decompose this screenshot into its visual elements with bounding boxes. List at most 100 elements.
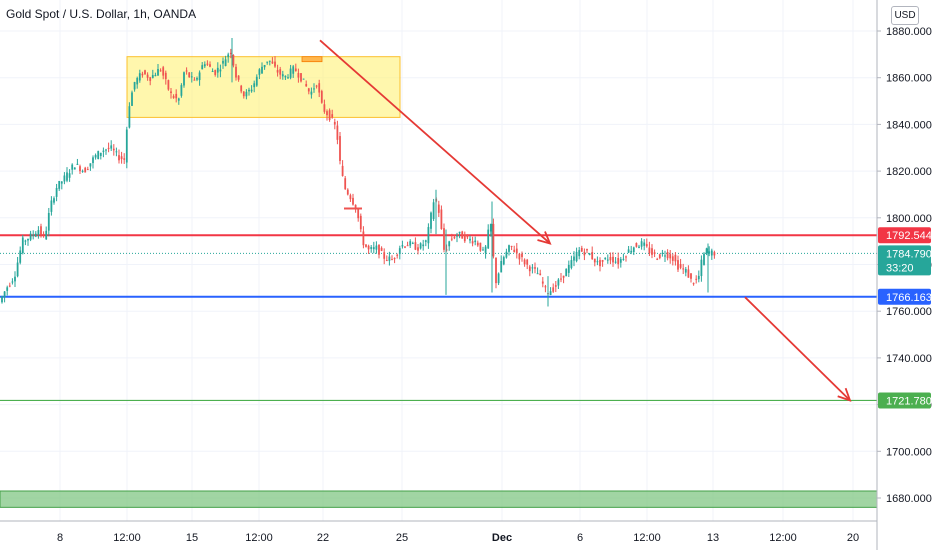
candle (705, 248, 708, 254)
candle (357, 208, 360, 219)
candle (687, 269, 690, 278)
candle (669, 254, 672, 259)
candle (541, 281, 544, 284)
candle (500, 260, 503, 273)
candle (557, 279, 560, 286)
chart-title: Gold Spot / U.S. Dollar, 1h, OANDA (6, 7, 197, 21)
candle (632, 247, 635, 252)
candle (409, 241, 412, 246)
candle (692, 283, 695, 285)
candles-layer (1, 38, 716, 307)
candle (380, 247, 383, 251)
candle (89, 163, 92, 167)
last-price-tag-bg (878, 245, 931, 276)
candle (539, 273, 542, 276)
candle (710, 250, 713, 256)
candle (45, 230, 48, 240)
candle (560, 278, 562, 280)
candle (32, 234, 35, 236)
candle (235, 66, 237, 78)
trend-arrow-2-head (837, 387, 852, 402)
candle (528, 266, 531, 272)
candle (118, 155, 120, 161)
candle (424, 240, 427, 242)
candle (266, 61, 269, 63)
candle (185, 70, 188, 72)
candle (552, 287, 555, 292)
candle (513, 249, 516, 252)
candle (531, 267, 534, 269)
y-tick-label: 1840.000 (886, 119, 932, 131)
candle (37, 230, 40, 235)
candle (222, 60, 224, 64)
candle (138, 73, 141, 81)
candle (695, 278, 698, 280)
candle (289, 68, 292, 78)
candle (136, 77, 139, 85)
candle (315, 85, 318, 87)
candle (144, 70, 146, 75)
candle (599, 260, 601, 267)
candle (445, 249, 448, 251)
candle (346, 189, 349, 195)
countdown-label: 33:20 (886, 262, 914, 274)
candle (466, 234, 469, 238)
arrows-layer (319, 39, 852, 402)
candle (40, 226, 42, 235)
candle (120, 156, 123, 160)
candle (141, 73, 144, 76)
candle (565, 268, 568, 277)
candle (515, 248, 518, 254)
currency-button[interactable]: USD (891, 6, 919, 25)
y-tick-label: 1700.000 (886, 446, 932, 458)
candle (68, 173, 71, 178)
candle (534, 267, 536, 269)
candle (14, 276, 16, 282)
x-tick-label: 12:00 (113, 532, 141, 544)
candle (336, 125, 339, 140)
candle (437, 204, 440, 213)
candle (502, 257, 505, 265)
candle (614, 261, 617, 263)
candle (107, 147, 110, 149)
candle (177, 98, 180, 101)
candle (125, 129, 128, 163)
candle (666, 252, 669, 259)
candle (149, 77, 152, 81)
candle (443, 228, 445, 250)
candle (188, 72, 191, 78)
x-tick-label: 15 (186, 532, 198, 544)
candle (268, 60, 271, 62)
candle (175, 93, 178, 99)
candle (302, 78, 305, 80)
candle (224, 59, 227, 67)
candle (76, 163, 79, 165)
candle (411, 242, 414, 244)
candle (292, 66, 295, 74)
candle (679, 264, 682, 268)
candle (34, 233, 37, 237)
candle (638, 246, 640, 248)
candle (354, 204, 357, 210)
x-tick-label: 22 (317, 532, 329, 544)
candle (66, 172, 68, 181)
candle (593, 258, 596, 263)
candle (209, 64, 211, 67)
candle (554, 285, 557, 287)
candle (609, 257, 612, 261)
candle (440, 209, 443, 229)
candle (320, 91, 323, 103)
candle (383, 252, 386, 259)
candle (375, 245, 378, 250)
candle (279, 69, 282, 75)
candle (521, 253, 523, 258)
candle (131, 92, 133, 106)
candle (479, 242, 482, 251)
candle (417, 247, 419, 251)
candle (53, 198, 55, 203)
x-tick-label: 12:00 (245, 532, 273, 544)
candle (240, 85, 243, 92)
candle (102, 150, 105, 152)
candle (658, 254, 661, 259)
